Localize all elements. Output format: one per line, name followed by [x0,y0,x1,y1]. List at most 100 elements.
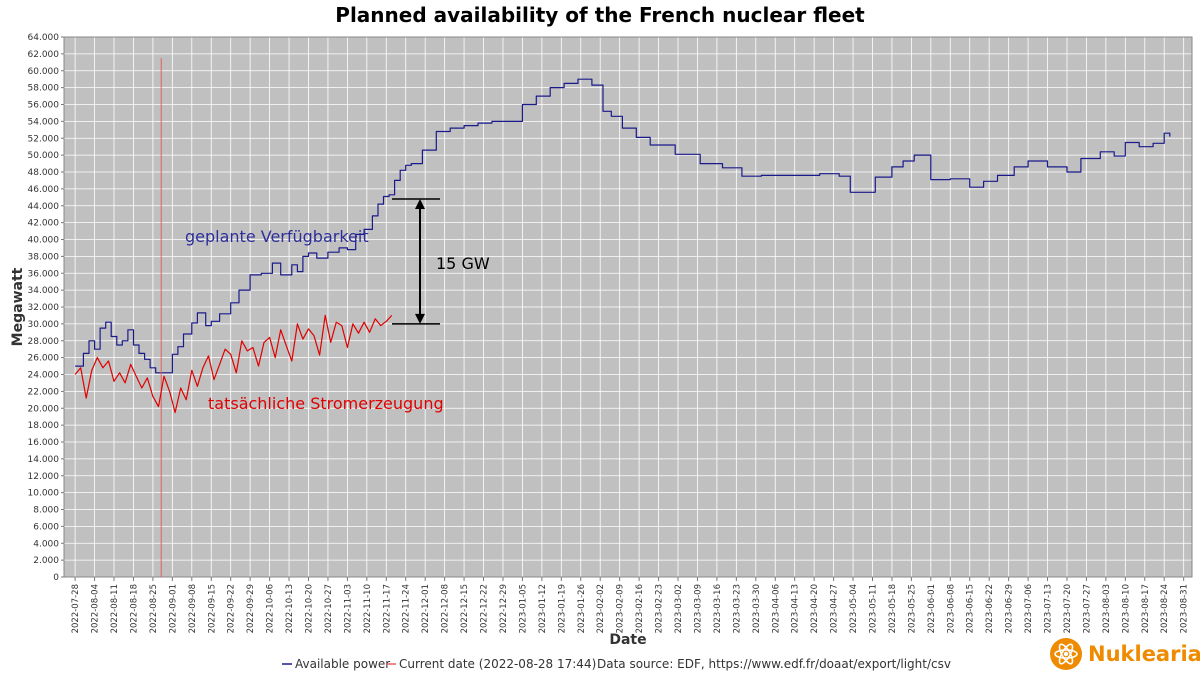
x-tick-label: 2022-08-25 [149,584,159,633]
x-tick-label: 2022-08-04 [91,584,101,633]
x-axis: 2022-07-28 2022-08-04 2022-08-11 2022-08-18… [63,36,1193,633]
legend-label-available: Available power [295,657,390,671]
y-tick-label: 28.000 [28,337,60,347]
y-tick-label: 36.000 [28,269,60,279]
x-tick-label: 2023-07-06 [1024,584,1034,633]
x-tick-label: 2023-03-16 [713,584,723,633]
x-tick-label: 2022-09-15 [207,584,217,633]
legend: Available power Current date (2022-08-28… [282,657,951,671]
x-tick-label: 2022-12-15 [460,584,470,633]
x-tick-label: 2023-01-05 [518,584,528,633]
y-tick-label: 38.000 [28,252,60,262]
y-tick-label: 64.000 [28,33,60,43]
y-tick-label: 10.000 [28,489,60,499]
y-tick-label: 54.000 [28,117,60,127]
y-tick-label: 4.000 [33,539,59,549]
x-tick-label: 2023-07-13 [1044,584,1054,633]
y-tick-label: 18.000 [28,421,60,431]
x-tick-label: 2022-12-08 [441,584,451,633]
y-tick-label: 16.000 [28,438,60,448]
atom-icon [1050,638,1082,670]
y-tick-label: 46.000 [28,185,60,195]
x-tick-label: 2023-04-13 [791,584,801,633]
x-tick-label: 2023-02-02 [596,584,606,633]
y-tick-label: 0 [53,573,59,583]
gap-marker [392,198,440,325]
x-tick-label: 2023-07-27 [1082,584,1092,633]
nuklearia-logo: Nuklearia [1050,638,1200,670]
x-tick-label: 2023-06-15 [966,584,976,633]
y-tick-label: 32.000 [28,303,60,313]
y-tick-label: 52.000 [28,134,60,144]
y-tick-label: 60.000 [28,67,60,77]
x-tick-label: 2022-08-11 [110,584,120,633]
x-tick-label: 2022-11-10 [363,584,373,633]
x-tick-label: 2023-08-24 [1160,584,1170,633]
x-tick-label: 2022-09-01 [168,584,178,633]
x-tick-label: 2022-09-08 [188,584,198,633]
x-tick-label: 2023-05-11 [868,584,878,633]
chart-title: Planned availability of the French nucle… [335,3,865,27]
x-tick-label: 2022-10-20 [304,584,314,633]
x-tick-label: 2023-03-23 [732,584,742,633]
brand-name: Nuklearia [1088,642,1200,666]
y-tick-label: 2.000 [33,556,59,566]
y-tick-label: 56.000 [28,101,60,111]
y-tick-label: 58.000 [28,84,60,94]
x-tick-label: 2023-04-06 [771,584,781,633]
x-tick-label: 2023-04-20 [810,584,820,633]
gap-arrowhead-bottom [415,313,425,324]
x-axis-title: Date [609,632,646,648]
x-tick-label: 2022-10-27 [324,584,334,633]
x-tick-label: 2023-08-10 [1121,584,1131,633]
x-tick-label: 2023-05-18 [888,584,898,633]
data-source-note: Data source: EDF, https://www.edf.fr/doa… [597,657,951,671]
y-tick-label: 48.000 [28,168,60,178]
y-tick-label: 6.000 [33,522,59,532]
y-tick-label: 30.000 [28,320,60,330]
y-tick-label: 8.000 [33,506,59,516]
x-tick-label: 2023-01-19 [557,584,567,633]
x-tick-label: 2023-06-22 [985,584,995,633]
x-tick-label: 2022-12-22 [480,584,490,633]
x-tick-label: 2023-06-29 [1005,584,1015,633]
x-tick-label: 2023-08-17 [1141,584,1151,633]
series-layer [74,58,1171,577]
x-tick-label: 2023-02-16 [635,584,645,633]
x-tick-label: 2023-05-25 [907,584,917,633]
y-tick-label: 40.000 [28,236,60,246]
x-tick-label: 2022-09-22 [227,584,237,633]
x-tick-label: 2023-01-26 [577,584,587,633]
x-tick-label: 2023-02-09 [616,584,626,633]
x-tick-label: 2023-04-27 [830,584,840,633]
y-gridlines [64,36,1192,578]
y-tick-label: 14.000 [28,455,60,465]
x-tick-label: 2022-08-18 [129,584,139,633]
x-tick-label: 2023-06-08 [946,584,956,633]
x-tick-label: 2023-05-04 [849,584,859,633]
x-tick-label: 2022-07-28 [71,584,81,633]
gap-arrowhead-top [415,199,425,209]
x-tick-label: 2023-02-23 [655,584,665,633]
series-available-power-line [75,78,1171,374]
x-tick-label: 2023-07-20 [1063,584,1073,633]
x-tick-label: 2022-11-17 [382,584,392,633]
x-tick-label: 2022-11-24 [402,584,412,633]
y-tick-label: 50.000 [28,151,60,161]
plot-frame [63,36,1193,578]
x-tick-label: 2023-03-02 [674,584,684,633]
x-tick-label: 2023-03-30 [752,584,762,633]
y-tick-label: 12.000 [28,472,60,482]
y-tick-label: 20.000 [28,404,60,414]
x-tick-label: 2022-09-29 [246,584,256,633]
x-tick-label: 2023-01-12 [538,584,548,633]
y-tick-label: 26.000 [28,354,60,364]
annotation-actual-generation: tatsächliche Stromerzeugung [208,394,444,413]
annotation-planned-availability: geplante Verfügbarkeit [185,227,369,246]
y-tick-label: 24.000 [28,371,60,381]
x-tick-label: 2022-10-06 [266,584,276,633]
y-tick-label: 42.000 [28,219,60,229]
x-tick-label: 2023-08-31 [1180,584,1190,633]
